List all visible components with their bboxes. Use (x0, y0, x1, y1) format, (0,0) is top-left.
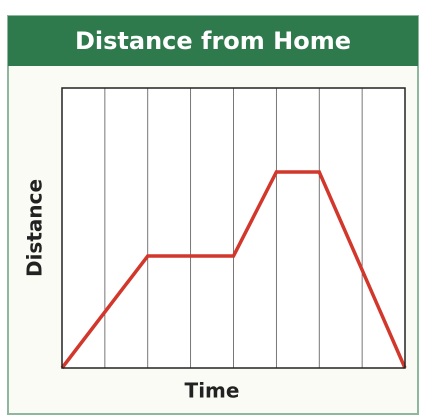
header-band (8, 16, 418, 66)
line (60, 170, 407, 370)
chart-title: Distance from Home (75, 27, 351, 55)
plot-border (61, 87, 406, 369)
x-axis-label: Time (185, 379, 240, 403)
y-axis-label: Distance (23, 179, 47, 277)
